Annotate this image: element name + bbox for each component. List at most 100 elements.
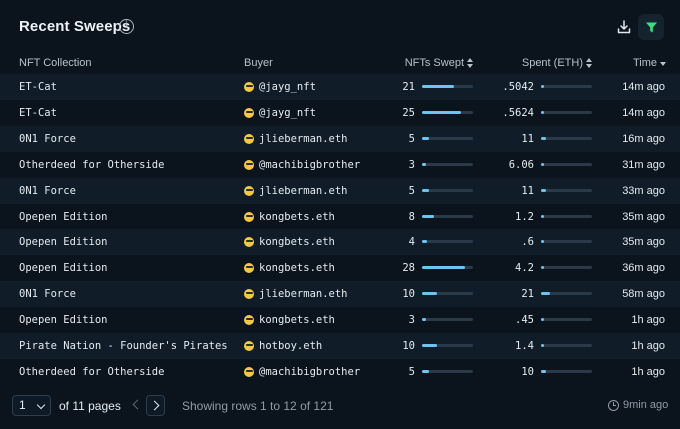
sweep-time: 33m ago (622, 184, 665, 197)
collection-name[interactable]: Otherdeed for Otherside (19, 158, 165, 171)
spent-bar (541, 266, 592, 270)
sunglasses-emoji-icon (244, 133, 254, 144)
buyer[interactable]: @machibigbrother (244, 159, 360, 171)
buyer[interactable]: kongbets.eth (244, 314, 335, 326)
sunglasses-emoji-icon (244, 366, 254, 377)
spent-value: 4.2 (515, 262, 534, 275)
spent-bar-fill (541, 292, 551, 296)
next-page-button[interactable] (146, 395, 165, 416)
nfts-swept-bar-fill (422, 266, 466, 270)
filter-button[interactable] (638, 14, 664, 40)
spent-bar-fill (541, 369, 546, 373)
table-row[interactable]: Opepen Edition kongbets.eth 4 .6 35m ago (0, 229, 680, 256)
spent-bar-fill (541, 162, 545, 166)
table-row[interactable]: Pirate Nation - Founder's Pirates hotboy.… (0, 333, 680, 359)
nfts-swept-bar-fill (422, 292, 438, 296)
buyer[interactable]: @machibigbrother (244, 366, 360, 378)
sweep-time: 31m ago (622, 158, 665, 171)
nfts-swept-bar (422, 110, 473, 114)
filter-icon (645, 22, 657, 32)
buyer[interactable]: jlieberman.eth (244, 288, 348, 300)
buyer[interactable]: kongbets.eth (244, 262, 335, 274)
nfts-swept-bar (422, 162, 473, 166)
sort-icon (467, 58, 474, 68)
column-header-collection[interactable]: NFT Collection (19, 57, 92, 69)
sweep-time: 1h ago (631, 340, 665, 352)
spent-bar (541, 85, 592, 88)
table-row[interactable]: ET-Cat @jayg_nft 21 .5042 14m ago (0, 74, 680, 100)
collection-name[interactable]: Opepen Edition (19, 236, 108, 249)
nfts-swept-value: 4 (408, 236, 415, 249)
page-select[interactable]: 1 (12, 395, 51, 416)
spent-value: 10 (521, 365, 534, 378)
spent-value: .5042 (502, 81, 534, 93)
buyer-name: @jayg_nft (259, 81, 316, 93)
buyer-name: kongbets.eth (259, 210, 335, 223)
collection-name[interactable]: Pirate Nation - Founder's Pirates (19, 340, 228, 352)
panel-header: Recent Sweeps i (0, 0, 680, 52)
buyer-name: jlieberman.eth (259, 132, 348, 145)
table-row[interactable]: 0N1 Force jlieberman.eth 5 11 33m ago (0, 177, 680, 204)
buyer-name: @jayg_nft (259, 106, 316, 119)
column-header-buyer[interactable]: Buyer (244, 57, 273, 69)
buyer[interactable]: @jayg_nft (244, 107, 316, 119)
nfts-swept-value: 28 (402, 262, 415, 275)
nfts-swept-value: 5 (408, 365, 415, 378)
sweep-time: 14m ago (622, 106, 665, 119)
collection-name[interactable]: Opepen Edition (19, 210, 108, 223)
nfts-swept-bar-fill (422, 162, 426, 166)
buyer[interactable]: @jayg_nft (244, 81, 316, 93)
sunglasses-emoji-icon (244, 211, 254, 222)
buyer[interactable]: kongbets.eth (244, 211, 335, 223)
sunglasses-emoji-icon (244, 159, 254, 170)
nfts-swept-bar-fill (422, 85, 454, 88)
buyer[interactable]: kongbets.eth (244, 236, 335, 248)
spent-bar (541, 240, 592, 244)
collection-name[interactable]: 0N1 Force (19, 288, 76, 301)
collection-name[interactable]: ET-Cat (19, 81, 57, 93)
collection-name[interactable]: 0N1 Force (19, 184, 76, 197)
spent-bar (541, 369, 592, 373)
table-row[interactable]: ET-Cat @jayg_nft 25 .5624 14m ago (0, 100, 680, 126)
download-button[interactable] (611, 14, 637, 40)
buyer[interactable]: hotboy.eth (244, 340, 322, 352)
spent-bar-fill (541, 318, 545, 322)
nfts-swept-bar (422, 214, 473, 218)
spent-bar-fill (541, 214, 545, 218)
nfts-swept-bar (422, 344, 473, 347)
column-header-time[interactable]: Time (610, 57, 666, 69)
collection-name[interactable]: Otherdeed for Otherside (19, 365, 165, 378)
buyer-name: kongbets.eth (259, 262, 335, 275)
buyer[interactable]: jlieberman.eth (244, 185, 348, 197)
nfts-swept-value: 5 (408, 184, 415, 197)
table-row[interactable]: 0N1 Force jlieberman.eth 10 21 58m ago (0, 281, 680, 308)
table-row[interactable]: Otherdeed for Otherside @machibigbrother 5… (0, 359, 680, 385)
buyer-name: @machibigbrother (259, 158, 361, 171)
sweep-time: 14m ago (622, 81, 665, 93)
info-icon[interactable]: i (119, 19, 134, 34)
buyer[interactable]: jlieberman.eth (244, 133, 348, 145)
collection-name[interactable]: Opepen Edition (19, 262, 108, 275)
table-row[interactable]: Opepen Edition kongbets.eth 8 1.2 35m ago (0, 204, 680, 230)
column-header-spent[interactable]: Spent (ETH) (497, 57, 593, 69)
collection-name[interactable]: ET-Cat (19, 106, 57, 119)
download-icon (617, 20, 631, 34)
sweep-time: 1h ago (631, 365, 665, 378)
table-row[interactable]: Opepen Edition kongbets.eth 28 4.2 36m ago (0, 255, 680, 281)
buyer-name: hotboy.eth (259, 340, 323, 352)
column-header-swept[interactable]: NFTs Swept (380, 57, 474, 69)
table-row[interactable]: Otherdeed for Otherside @machibigbrother 3… (0, 152, 680, 178)
table-row[interactable]: 0N1 Force jlieberman.eth 5 11 16m ago (0, 125, 680, 152)
collection-name[interactable]: Opepen Edition (19, 314, 108, 327)
sweep-time: 58m ago (622, 288, 665, 301)
previous-page-button[interactable] (127, 395, 146, 416)
spent-bar-fill (541, 240, 545, 244)
spent-value: .45 (515, 314, 534, 327)
table-row[interactable]: Opepen Edition kongbets.eth 3 .45 1h ago (0, 307, 680, 333)
nfts-swept-bar (422, 240, 473, 244)
nfts-swept-bar (422, 85, 473, 88)
spent-bar (541, 344, 592, 347)
nfts-swept-value: 3 (408, 158, 415, 171)
collection-name[interactable]: 0N1 Force (19, 132, 76, 145)
